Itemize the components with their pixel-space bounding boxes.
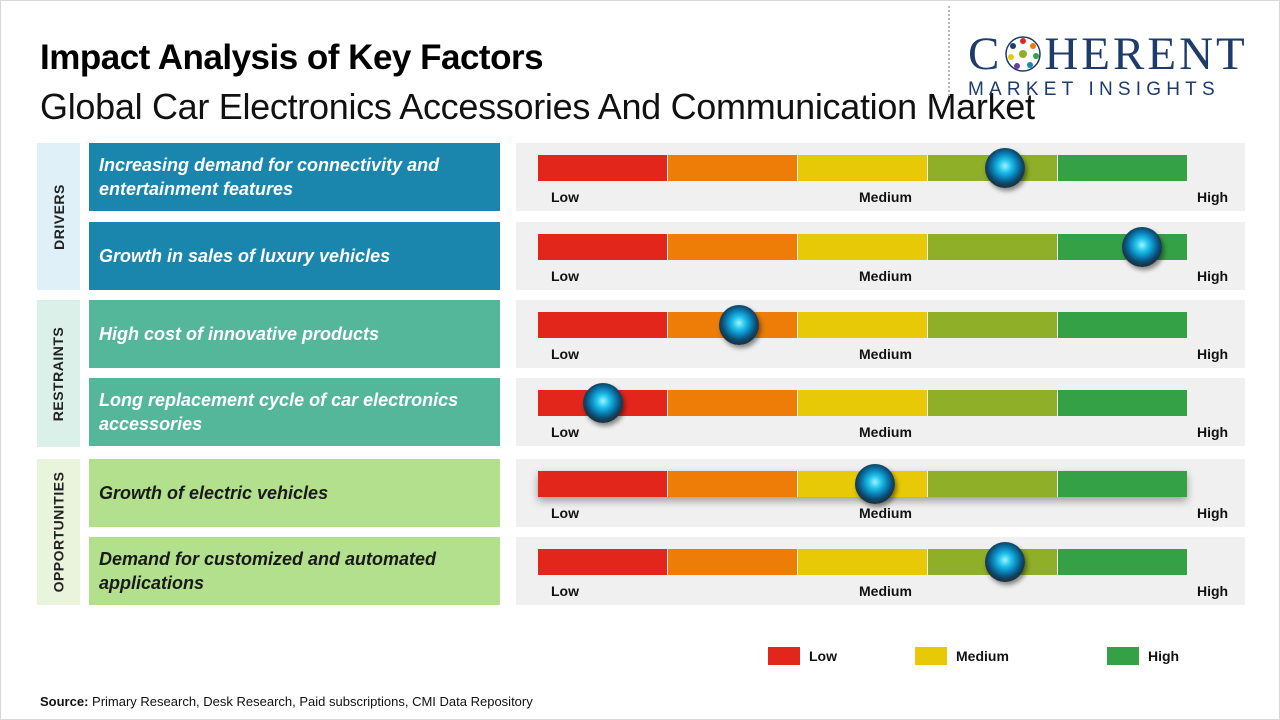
scale-label-medium: Medium (859, 189, 912, 205)
gauge-segment-low (538, 155, 667, 181)
scale-label-medium: Medium (859, 583, 912, 599)
impact-marker (1121, 227, 1162, 267)
scale-label-low: Low (551, 505, 579, 521)
scale-label-low: Low (551, 268, 579, 284)
category-drivers-label: DRIVERS (50, 183, 67, 250)
logo-wordmark: C HERENT (968, 30, 1268, 78)
gauge-segment-low-medium (668, 155, 797, 181)
category-opportunities: OPPORTUNITIES (37, 459, 80, 605)
chart-subtitle: Global Car Electronics Accessories And C… (40, 86, 1035, 127)
impact-marker (719, 305, 760, 345)
legend-item-medium: Medium (915, 647, 1009, 665)
gauge-segment-low-medium (668, 471, 797, 497)
gauge-segment-low (538, 234, 667, 260)
scale-label-medium: Medium (859, 268, 912, 284)
legend-label-high: High (1148, 648, 1180, 664)
coherent-logo: C HERENT MARKET INSIGHTS (968, 30, 1268, 100)
factor-label-driver-2: Growth in sales of luxury vehicles (89, 222, 500, 290)
impact-gauge-driver-1: Low Medium High (516, 143, 1245, 211)
gauge-bar (538, 549, 1187, 575)
impact-marker (855, 464, 896, 504)
factor-label-restraint-2: Long replacement cycle of car electronic… (89, 378, 500, 446)
gauge-segment-high (1058, 312, 1187, 338)
gauge-segment-medium (798, 155, 927, 181)
scale-label-high: High (1197, 268, 1229, 284)
scale-label-high: High (1197, 424, 1229, 440)
logo-letters-rest: HERENT (1044, 28, 1248, 80)
source-note: Source: Primary Research, Desk Research,… (40, 694, 533, 709)
gauge-segment-low (538, 312, 667, 338)
gauge-segment-low-medium (668, 234, 797, 260)
scale-label-medium: Medium (859, 424, 912, 440)
gauge-segment-medium (798, 312, 927, 338)
scale-label-high: High (1197, 346, 1229, 362)
gauge-segment-high (1058, 390, 1187, 416)
impact-gauge-restraint-1: Low Medium High (516, 300, 1245, 368)
category-restraints-label: RESTRAINTS (50, 326, 67, 421)
scale-label-high: High (1197, 583, 1229, 599)
gauge-bar (538, 155, 1187, 181)
gauge-segment-medium-high (928, 312, 1057, 338)
legend-swatch-medium (915, 647, 947, 665)
source-label: Source: (40, 694, 89, 709)
legend-item-high: High (1107, 647, 1179, 665)
category-restraints: RESTRAINTS (37, 300, 80, 447)
impact-gauge-driver-2: Low Medium High (516, 222, 1245, 290)
scale-label-medium: Medium (859, 505, 912, 521)
scale-label-medium: Medium (859, 346, 912, 362)
gauge-segment-medium (798, 549, 927, 575)
source-text: Primary Research, Desk Research, Paid su… (92, 694, 533, 709)
gauge-segment-low (538, 549, 667, 575)
impact-gauge-opportunity-2: Low Medium High (516, 537, 1245, 605)
legend-swatch-high (1107, 647, 1139, 665)
gauge-segment-low-medium (668, 549, 797, 575)
impact-gauge-opportunity-1: Low Medium High (516, 459, 1245, 527)
gauge-bar (538, 234, 1187, 260)
scale-label-high: High (1197, 189, 1229, 205)
scale-label-high: High (1197, 505, 1229, 521)
impact-marker (582, 383, 623, 423)
legend-label-low: Low (809, 648, 837, 664)
globe-icon (1005, 36, 1042, 72)
impact-gauge-restraint-2: Low Medium High (516, 378, 1245, 446)
gauge-segment-high (1058, 155, 1187, 181)
logo-letter-c: C (968, 28, 1003, 80)
gauge-segment-medium-high (928, 471, 1057, 497)
gauge-bar (538, 312, 1187, 338)
gauge-segment-medium (798, 234, 927, 260)
impact-marker (985, 542, 1026, 582)
gauge-segment-high (1058, 471, 1187, 497)
category-opportunities-label: OPPORTUNITIES (50, 471, 67, 593)
gauge-segment-medium-high (928, 234, 1057, 260)
gauge-segment-high (1058, 549, 1187, 575)
scale-label-low: Low (551, 583, 579, 599)
gauge-segment-low-medium (668, 390, 797, 416)
factor-label-opportunity-1: Growth of electric vehicles (89, 459, 500, 527)
chart-title: Impact Analysis of Key Factors (40, 38, 544, 77)
gauge-segment-low (538, 471, 667, 497)
gauge-segment-medium-high (928, 390, 1057, 416)
legend-swatch-low (768, 647, 800, 665)
category-drivers: DRIVERS (37, 143, 80, 290)
scale-label-low: Low (551, 346, 579, 362)
impact-marker (985, 148, 1026, 188)
factor-label-opportunity-2: Demand for customized and automated appl… (89, 537, 500, 605)
factor-label-restraint-1: High cost of innovative products (89, 300, 500, 368)
legend-label-medium: Medium (956, 648, 1009, 664)
scale-label-low: Low (551, 189, 579, 205)
factor-label-driver-1: Increasing demand for connectivity and e… (89, 143, 500, 211)
scale-label-low: Low (551, 424, 579, 440)
gauge-bar (538, 390, 1187, 416)
logo-divider (948, 6, 950, 96)
legend-item-low: Low (768, 647, 837, 665)
logo-tagline: MARKET INSIGHTS (968, 79, 1220, 100)
gauge-segment-medium (798, 390, 927, 416)
